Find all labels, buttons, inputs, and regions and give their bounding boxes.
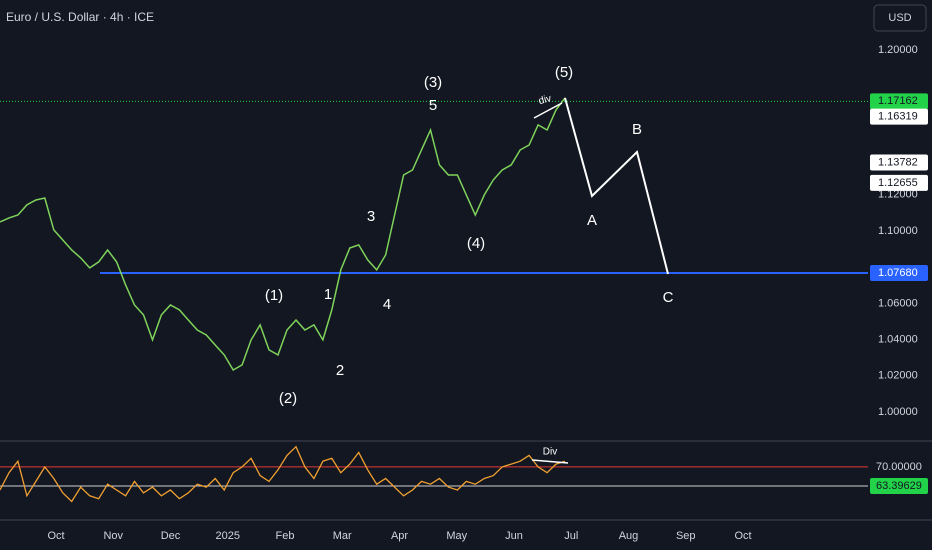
price-label: 1.07680	[878, 267, 918, 279]
rsi-label: 63.39629	[876, 480, 922, 492]
wave-label: (4)	[467, 235, 485, 252]
wave-label: div	[537, 93, 552, 107]
price-label: 1.13782	[878, 156, 918, 168]
price-label-box	[870, 174, 928, 191]
wave-label: 5	[429, 97, 437, 114]
price-label-box	[870, 108, 928, 125]
price-label: 1.12655	[878, 177, 918, 189]
currency[interactable]: USD	[888, 12, 911, 24]
rsi-label-box	[870, 477, 928, 494]
x-tick-label: 2025	[216, 530, 240, 542]
x-tick-label: Jul	[564, 530, 578, 542]
price-line	[0, 97, 566, 372]
x-tick-label: Mar	[333, 530, 352, 542]
rsi-line	[0, 445, 566, 503]
price-label-box	[870, 154, 928, 171]
price-label: 1.17162	[878, 95, 918, 107]
y-tick-label: 1.06000	[878, 297, 918, 309]
wave-label: 3	[367, 208, 375, 225]
currency-button[interactable]	[873, 4, 927, 32]
x-tick-label: Feb	[276, 530, 295, 542]
x-tick-label: Apr	[391, 530, 408, 542]
wave-label: (3)	[424, 74, 442, 91]
x-tick-label: Aug	[619, 530, 639, 542]
x-tick-label: Jun	[505, 530, 523, 542]
rsi-annotation: Div	[543, 447, 557, 458]
wave-label: (5)	[555, 64, 573, 81]
wave-label: 2	[336, 362, 344, 379]
projection-line	[564, 97, 669, 275]
x-tick-label: May	[446, 530, 467, 542]
price-label-box	[870, 264, 928, 281]
price-label-box	[870, 93, 928, 110]
div-line	[531, 459, 569, 464]
wave-label: 4	[383, 296, 391, 313]
rsi-label-box	[870, 458, 928, 475]
wave-label: C	[663, 289, 674, 306]
chart-title: Euro / U.S. Dollar · 4h · ICE	[6, 10, 154, 24]
wave-label: (1)	[265, 287, 283, 304]
y-tick-label: 1.02000	[878, 370, 918, 382]
x-tick-label: Nov	[103, 530, 123, 542]
div-line	[533, 102, 563, 119]
x-tick-label: Oct	[47, 530, 64, 542]
wave-label: A	[587, 212, 597, 229]
y-tick-label: 1.04000	[878, 333, 918, 345]
wave-label: (2)	[279, 390, 297, 407]
x-tick-label: Dec	[161, 530, 181, 542]
wave-label: B	[632, 121, 642, 138]
x-tick-label: Sep	[676, 530, 696, 542]
wave-label: 1	[324, 286, 332, 303]
price-label: 1.16319	[878, 110, 918, 122]
y-tick-label: 1.10000	[878, 225, 918, 237]
y-tick-label: 1.20000	[878, 44, 918, 56]
y-tick-label: 1.12000	[878, 189, 918, 201]
y-tick-label: 1.00000	[878, 406, 918, 418]
rsi-label: 70.00000	[876, 461, 922, 473]
x-tick-label: Oct	[734, 530, 751, 542]
